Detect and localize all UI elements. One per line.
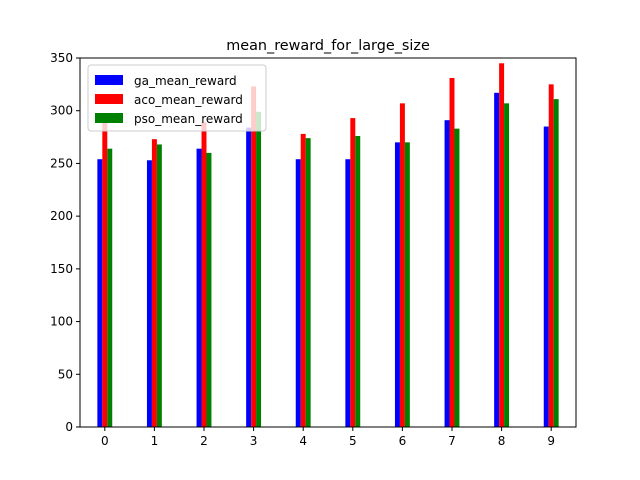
y-tick-label: 200: [50, 209, 73, 223]
bar-ga_mean_reward-5: [345, 159, 351, 427]
bar-ga_mean_reward-0: [97, 159, 103, 427]
y-tick-label: 250: [50, 156, 73, 170]
y-tick-label: 50: [58, 367, 73, 381]
y-tick-label: 100: [50, 315, 73, 329]
legend-label-ga_mean_reward: ga_mean_reward: [134, 74, 237, 88]
y-axis-ticks: 0 50 100 150 200 250 300 350: [50, 51, 80, 434]
x-tick-label: 9: [547, 434, 555, 448]
chart-title: mean_reward_for_large_size: [226, 38, 430, 54]
bar-aco_mean_reward-5: [350, 118, 356, 427]
bar-aco_mean_reward-4: [300, 133, 306, 427]
bar-ga_mean_reward-2: [196, 148, 202, 428]
bar-aco_mean_reward-9: [548, 84, 554, 428]
bar-aco_mean_reward-8: [499, 63, 505, 428]
bar-pso_mean_reward-1: [156, 144, 162, 427]
x-tick-label: 7: [448, 434, 456, 448]
bar-pso_mean_reward-0: [107, 148, 113, 428]
bar-pso_mean_reward-9: [553, 99, 559, 428]
bars-group: [97, 63, 559, 428]
bar-pso_mean_reward-6: [404, 142, 410, 427]
bar-pso_mean_reward-8: [504, 103, 510, 427]
legend-label-aco_mean_reward: aco_mean_reward: [134, 93, 243, 107]
x-tick-label: 1: [151, 434, 159, 448]
legend: ga_mean_reward aco_mean_reward pso_mean_re…: [87, 64, 267, 132]
x-tick-label: 0: [101, 434, 109, 448]
bar-aco_mean_reward-6: [399, 103, 405, 427]
x-axis-ticks: 0 1 2 3 4 5 6 7 8 9: [101, 427, 555, 448]
bar-pso_mean_reward-4: [305, 138, 311, 427]
bar-ga_mean_reward-4: [295, 159, 301, 427]
x-tick-label: 8: [498, 434, 506, 448]
plot-frame: [79, 57, 577, 428]
bar-ga_mean_reward-7: [444, 120, 450, 427]
y-tick-label: 150: [50, 262, 73, 276]
x-tick-label: 5: [349, 434, 357, 448]
bar-pso_mean_reward-2: [206, 152, 212, 427]
y-tick-label: 0: [65, 420, 73, 434]
bar-pso_mean_reward-7: [454, 128, 460, 427]
bar-aco_mean_reward-0: [102, 119, 108, 428]
bar-aco_mean_reward-3: [251, 86, 257, 427]
bar-ga_mean_reward-6: [394, 142, 400, 427]
x-tick-label: 2: [200, 434, 208, 448]
x-tick-label: 6: [399, 434, 407, 448]
bar-ga_mean_reward-9: [543, 126, 549, 427]
bar-aco_mean_reward-7: [449, 78, 455, 427]
bar-pso_mean_reward-3: [256, 111, 262, 428]
x-tick-label: 3: [250, 434, 258, 448]
bar-aco_mean_reward-1: [151, 139, 157, 427]
legend-box: [87, 64, 267, 132]
legend-swatch-pso_mean_reward: [95, 113, 123, 123]
bar-ga_mean_reward-3: [246, 127, 252, 427]
bar-pso_mean_reward-5: [355, 136, 361, 427]
y-tick-label: 350: [50, 51, 73, 65]
x-tick-label: 4: [299, 434, 307, 448]
bar-ga_mean_reward-1: [146, 160, 152, 427]
bar-ga_mean_reward-8: [494, 92, 500, 427]
legend-label-pso_mean_reward: pso_mean_reward: [134, 112, 243, 126]
legend-swatch-ga_mean_reward: [95, 75, 123, 85]
bar-aco_mean_reward-2: [201, 122, 207, 427]
y-tick-label: 300: [50, 104, 73, 118]
legend-swatch-aco_mean_reward: [95, 94, 123, 104]
